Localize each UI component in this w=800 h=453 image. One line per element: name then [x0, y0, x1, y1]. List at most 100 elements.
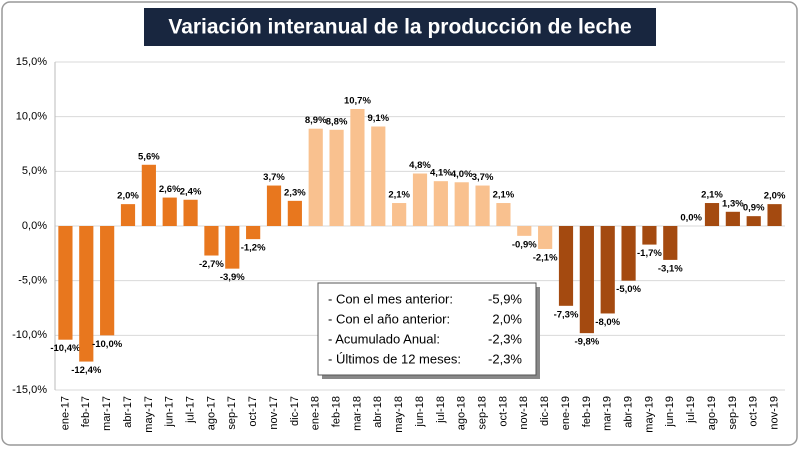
bar [433, 181, 448, 226]
summary-value: 2,0% [492, 311, 522, 326]
bar [58, 226, 73, 340]
bar [725, 211, 740, 226]
x-tick-label: mar-17 [101, 396, 113, 431]
value-label: -10,4% [50, 343, 81, 354]
x-tick-label: dic-17 [289, 396, 301, 426]
bar [392, 203, 407, 226]
value-label: 2,0% [117, 191, 139, 202]
bar [183, 199, 198, 226]
x-tick-label: ene-19 [560, 396, 572, 430]
value-label: 2,1% [493, 190, 515, 201]
x-tick-label: ene-18 [310, 396, 322, 430]
value-label: 0,0% [680, 213, 702, 224]
bar [579, 226, 594, 334]
summary-value: -5,9% [488, 291, 522, 306]
x-tick-label: may-18 [393, 396, 405, 433]
bar [704, 203, 720, 226]
x-tick-label: nov-19 [768, 396, 780, 430]
value-label: 4,0% [451, 169, 473, 180]
y-tick-label: 0,0% [22, 220, 47, 232]
value-label: -9,8% [574, 337, 599, 348]
value-label: -3,1% [658, 263, 683, 274]
bar [746, 216, 761, 226]
bar [329, 129, 344, 226]
value-label: -0,9% [512, 239, 537, 250]
x-tick-label: abr-18 [372, 396, 384, 428]
value-label: 9,1% [367, 113, 389, 124]
value-label: 2,6% [159, 184, 181, 195]
bar [350, 109, 365, 226]
x-tick-label: may-17 [143, 396, 155, 433]
x-tick-label: may-19 [643, 396, 655, 433]
x-tick-label: nov-17 [268, 396, 280, 430]
title-box [144, 8, 656, 46]
bar [100, 226, 115, 336]
bar [371, 126, 386, 226]
value-label: 3,7% [263, 172, 285, 183]
bar [79, 226, 94, 362]
bar [308, 128, 323, 226]
summary-label: - Con el año anterior: [328, 311, 450, 326]
value-label: 4,1% [430, 168, 452, 179]
x-tick-label: jul-18 [435, 396, 447, 424]
summary-value: -2,3% [488, 331, 522, 346]
bar [246, 226, 261, 240]
summary-box [317, 282, 537, 376]
bar [642, 226, 657, 245]
x-tick-label: ago-19 [706, 396, 718, 430]
x-tick-label: jul-19 [685, 396, 697, 424]
x-tick-label: oct-19 [748, 396, 760, 427]
value-label: 2,1% [388, 190, 410, 201]
value-label: -2,1% [533, 252, 558, 263]
value-label: 8,8% [326, 116, 348, 127]
bar [538, 226, 553, 249]
x-tick-label: sep-19 [727, 396, 739, 430]
x-tick-label: feb-19 [581, 396, 593, 427]
value-label: -8,0% [595, 317, 620, 328]
x-tick-label: abr-17 [122, 396, 134, 428]
value-label: 2,1% [701, 190, 723, 201]
value-label: 3,7% [472, 172, 494, 183]
x-tick-label: oct-18 [497, 396, 509, 427]
value-label: 1,3% [722, 198, 744, 209]
value-label: 2,0% [764, 191, 786, 202]
x-tick-label: ene-17 [59, 396, 71, 430]
y-tick-label: 5,0% [22, 165, 47, 177]
x-tick-label: jun-19 [664, 396, 676, 428]
x-tick-label: feb-17 [80, 396, 92, 427]
x-tick-label: ago-18 [456, 396, 468, 430]
value-label: -1,2% [241, 243, 266, 254]
bar [663, 226, 678, 260]
y-tick-label: -5,0% [18, 275, 47, 287]
summary-label: - Con el mes anterior: [328, 291, 453, 306]
value-label: 4,8% [409, 160, 431, 171]
summary-label: - Últimos de 12 meses: [328, 351, 461, 366]
value-label: -5,0% [616, 284, 641, 295]
x-tick-label: dic-18 [539, 396, 551, 426]
value-label: -1,7% [637, 248, 662, 259]
y-tick-label: -10,0% [12, 329, 47, 341]
value-label: -10,0% [92, 339, 123, 350]
chart-title: Variación interanual de la producción de… [168, 16, 631, 39]
bar [204, 226, 219, 256]
y-tick-label: 15,0% [16, 56, 47, 68]
bar [225, 226, 240, 269]
bar [475, 185, 490, 226]
bar [141, 164, 156, 226]
bar [412, 173, 428, 226]
x-tick-label: sep-17 [226, 396, 238, 430]
value-label: 2,3% [284, 187, 306, 198]
bar [517, 226, 532, 236]
x-tick-label: jun-17 [164, 396, 176, 428]
bar [454, 182, 469, 226]
x-tick-label: abr-19 [622, 396, 634, 428]
bar [600, 226, 615, 314]
x-tick-label: feb-18 [330, 396, 342, 427]
value-label: 8,9% [305, 115, 327, 126]
value-label: 10,7% [344, 96, 371, 107]
value-label: -7,3% [554, 309, 579, 320]
bar [767, 204, 782, 226]
x-tick-label: mar-18 [351, 396, 363, 431]
summary-label: - Acumulado Anual: [328, 331, 440, 346]
